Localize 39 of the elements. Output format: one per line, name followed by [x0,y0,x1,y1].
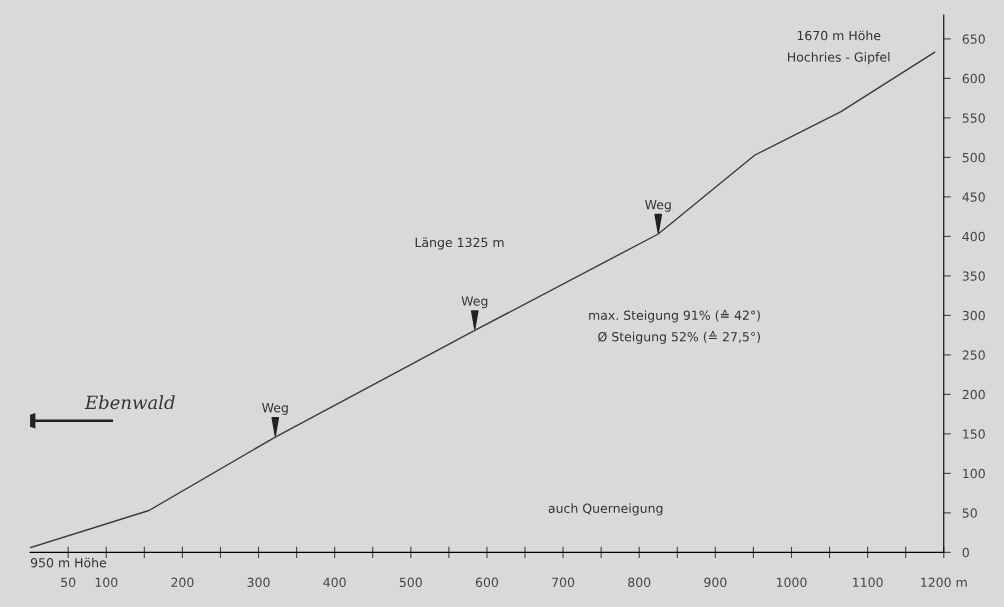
annotation: auch Querneigung [548,503,663,516]
annotation: Weg [262,403,288,415]
annotation: Länge 1325 m [415,237,504,250]
y-tick-label: 500 [962,152,985,163]
y-tick-label: 450 [962,192,985,202]
annotation: Weg [645,200,671,212]
y-tick-label: 50 [962,508,977,518]
x-tick-label: 800 [628,577,651,588]
x-tick-label: 600 [475,577,499,588]
y-tick-label: 0 [962,547,969,558]
x-tick-label: 400 [323,577,346,588]
y-tick-label: 550 [962,113,985,123]
annotation: max. Steigung 91% (≙ 42°) [589,309,760,323]
annotation: Weg [461,296,488,309]
annotation: 1670 m Höhe [797,30,881,41]
annotation: Hochries - Gipfel [788,52,890,65]
y-tick-label: 100 [963,468,985,479]
y-tick-label: 400 [962,231,985,242]
annotation: Ebenwald [84,395,175,410]
y-tick-label: 600 [962,73,985,84]
y-tick-label: 150 [963,429,985,439]
x-tick-label: 500 [399,577,422,588]
annotation: Ø Steigung 52% (≙ 27,5°) [598,331,760,344]
x-tick-label: 300 [247,577,270,588]
line-series [30,51,936,549]
x-tick-label: 1000 [776,577,807,588]
y-tick-label: 300 [962,310,985,321]
x-tick-label: 1100 [853,577,883,588]
x-tick-label: 900 [704,577,727,588]
x-tick-label: 200 [171,577,194,588]
x-tick-label: 100 [95,577,118,588]
y-tick-label: 350 [962,271,985,281]
y-tick-label: 250 [962,350,985,360]
x-tick-label: 1200 m [921,577,967,588]
y-tick-label: 650 [962,34,985,44]
x-tick-label: 50 [61,577,76,588]
y-tick-label: 200 [962,389,985,400]
x-tick-label: 700 [552,577,575,588]
text: 950 m Höhe [30,557,107,568]
